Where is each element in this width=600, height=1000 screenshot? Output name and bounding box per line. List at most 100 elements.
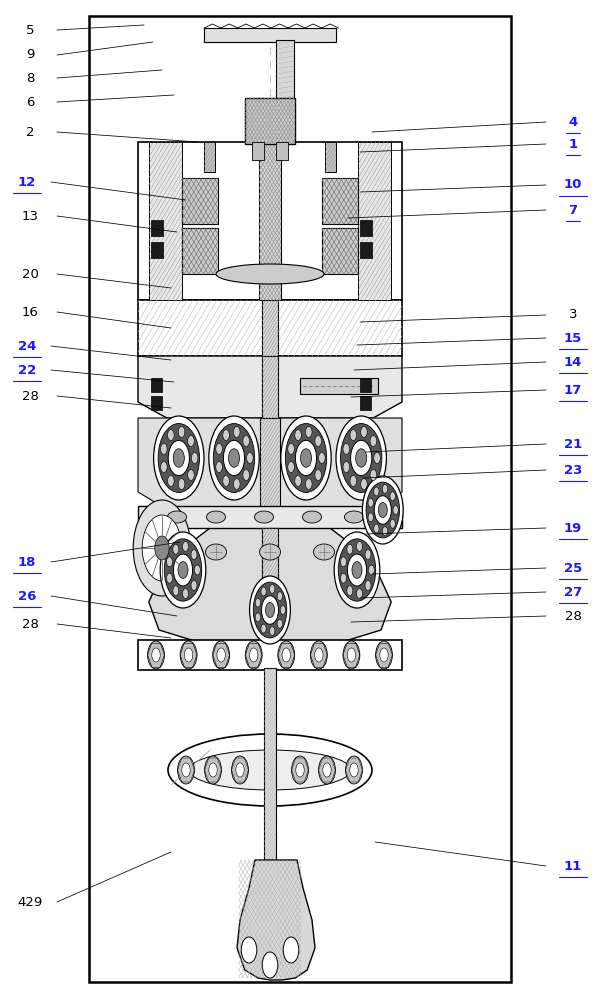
Bar — [262, 300, 278, 356]
Circle shape — [390, 492, 395, 501]
Text: 28: 28 — [22, 617, 38, 631]
Bar — [151, 220, 163, 236]
Circle shape — [178, 479, 185, 490]
Text: 8: 8 — [26, 72, 34, 85]
Text: 429: 429 — [17, 896, 43, 908]
Circle shape — [343, 443, 350, 454]
Circle shape — [295, 475, 301, 486]
Bar — [360, 220, 372, 236]
Text: 17: 17 — [564, 383, 582, 396]
Bar — [138, 142, 402, 300]
Circle shape — [209, 763, 217, 777]
Text: 12: 12 — [18, 176, 36, 188]
Text: 26: 26 — [18, 589, 36, 602]
Circle shape — [393, 506, 398, 514]
Bar — [360, 396, 371, 410]
Circle shape — [164, 539, 202, 601]
Text: 14: 14 — [564, 356, 582, 368]
Circle shape — [269, 627, 275, 636]
Circle shape — [296, 763, 304, 777]
Circle shape — [182, 541, 188, 551]
Circle shape — [319, 756, 335, 784]
Circle shape — [223, 430, 229, 441]
Circle shape — [167, 475, 174, 486]
Circle shape — [161, 462, 167, 473]
Circle shape — [229, 449, 239, 467]
Circle shape — [390, 519, 395, 528]
Bar — [138, 640, 402, 670]
Circle shape — [352, 562, 362, 578]
Circle shape — [350, 430, 356, 441]
Bar — [149, 142, 182, 300]
Ellipse shape — [206, 511, 226, 523]
Bar — [276, 40, 294, 100]
Ellipse shape — [314, 544, 335, 560]
Circle shape — [280, 606, 286, 614]
Bar — [260, 418, 280, 510]
Circle shape — [323, 763, 331, 777]
Circle shape — [283, 937, 299, 963]
Bar — [360, 242, 372, 258]
Bar — [322, 178, 358, 224]
Bar — [276, 142, 288, 160]
Circle shape — [343, 641, 360, 669]
Circle shape — [281, 416, 331, 500]
Text: 22: 22 — [18, 363, 36, 376]
Bar — [151, 242, 163, 258]
Bar — [259, 142, 281, 300]
Text: 24: 24 — [18, 340, 36, 353]
Circle shape — [278, 641, 295, 669]
Circle shape — [341, 573, 346, 583]
Circle shape — [336, 416, 386, 500]
Circle shape — [241, 937, 257, 963]
Circle shape — [282, 648, 290, 662]
Polygon shape — [138, 356, 402, 418]
Text: 23: 23 — [564, 464, 582, 477]
Circle shape — [158, 424, 199, 492]
Bar — [138, 506, 402, 528]
Circle shape — [191, 453, 198, 463]
Circle shape — [356, 449, 367, 467]
Circle shape — [167, 557, 172, 567]
Circle shape — [374, 487, 379, 496]
Circle shape — [374, 496, 391, 524]
Bar — [151, 378, 162, 392]
Bar — [325, 142, 336, 172]
Circle shape — [347, 554, 367, 586]
Circle shape — [350, 475, 356, 486]
Bar — [182, 178, 218, 224]
Polygon shape — [270, 418, 402, 510]
Circle shape — [233, 479, 240, 490]
Circle shape — [361, 426, 367, 437]
Circle shape — [223, 475, 229, 486]
Text: 11: 11 — [564, 859, 582, 872]
Text: 1: 1 — [568, 137, 578, 150]
Circle shape — [346, 756, 362, 784]
Text: 7: 7 — [568, 204, 578, 217]
Bar — [322, 228, 358, 274]
Circle shape — [368, 498, 373, 507]
Circle shape — [277, 619, 283, 628]
Ellipse shape — [260, 544, 281, 560]
Text: 3: 3 — [569, 308, 577, 322]
Circle shape — [288, 443, 295, 454]
Bar — [252, 142, 264, 160]
Text: 28: 28 — [22, 389, 38, 402]
Circle shape — [262, 596, 278, 624]
Text: 25: 25 — [564, 562, 582, 574]
Circle shape — [341, 557, 346, 567]
Circle shape — [356, 589, 362, 599]
Circle shape — [376, 641, 392, 669]
Circle shape — [286, 424, 326, 492]
Circle shape — [209, 416, 259, 500]
Circle shape — [341, 424, 382, 492]
Text: 21: 21 — [564, 438, 582, 450]
Ellipse shape — [344, 511, 364, 523]
Text: 19: 19 — [564, 522, 582, 534]
Circle shape — [361, 479, 367, 490]
Circle shape — [182, 763, 190, 777]
Circle shape — [374, 453, 380, 463]
Ellipse shape — [167, 511, 187, 523]
Text: 20: 20 — [22, 267, 38, 280]
Circle shape — [266, 603, 274, 617]
